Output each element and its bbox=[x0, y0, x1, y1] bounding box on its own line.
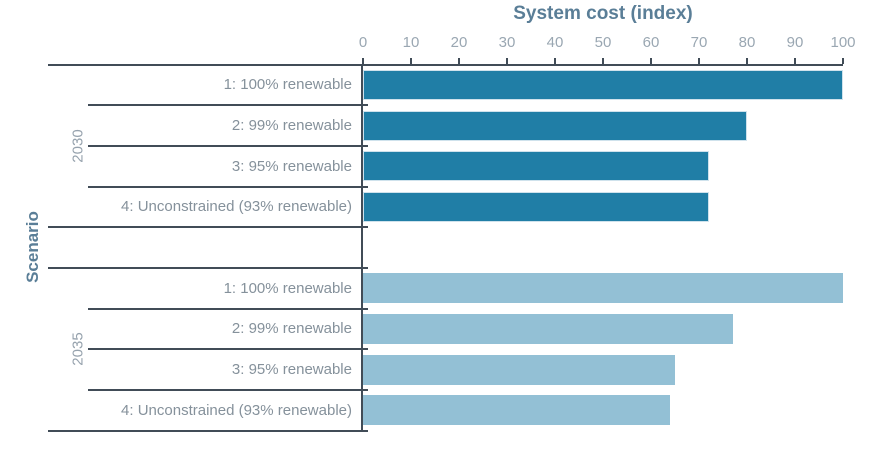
group-divider bbox=[48, 226, 368, 229]
scenario-label: 4: Unconstrained (93% renewable) bbox=[121, 198, 352, 216]
group-divider bbox=[48, 266, 368, 269]
x-tick-label: 100 bbox=[830, 34, 856, 51]
bar-2030-4 bbox=[363, 191, 709, 222]
row-divider bbox=[88, 185, 368, 188]
y-axis-line bbox=[361, 64, 363, 431]
bar-2030-3 bbox=[363, 151, 709, 182]
row-divider bbox=[88, 307, 368, 310]
scenario-label: 1: 100% renewable bbox=[223, 279, 352, 297]
x-tick-mark bbox=[410, 58, 412, 64]
x-tick-label: 30 bbox=[498, 34, 516, 51]
x-tick-mark bbox=[650, 58, 652, 64]
row-divider bbox=[88, 388, 368, 391]
bar-2035-4 bbox=[363, 395, 671, 426]
group-label-2030: 2030 bbox=[69, 129, 87, 163]
bar-2030-2 bbox=[363, 110, 747, 141]
x-tick-mark bbox=[794, 58, 796, 64]
x-tick-label: 80 bbox=[738, 34, 756, 51]
row-divider bbox=[88, 348, 368, 351]
scenario-label: 1: 100% renewable bbox=[223, 76, 352, 94]
scenario-label: 4: Unconstrained (93% renewable) bbox=[121, 401, 352, 419]
x-tick-mark bbox=[746, 58, 748, 64]
scenario-label: 2: 99% renewable bbox=[231, 116, 352, 134]
bar-2035-2 bbox=[363, 313, 733, 344]
x-tick-label: 50 bbox=[594, 34, 612, 51]
chart-title: System cost (index) bbox=[513, 3, 693, 24]
y-axis-title: Scenario bbox=[23, 211, 42, 283]
bar-2030-1 bbox=[363, 69, 843, 100]
x-tick-mark bbox=[506, 58, 508, 64]
bar-2035-1 bbox=[363, 273, 843, 304]
row-divider bbox=[88, 104, 368, 107]
x-tick-label: 10 bbox=[402, 34, 420, 51]
row-divider bbox=[88, 144, 368, 147]
x-tick-label: 20 bbox=[450, 34, 468, 51]
x-tick-label: 70 bbox=[690, 34, 708, 51]
scenario-label: 3: 95% renewable bbox=[231, 360, 352, 378]
x-tick-label: 60 bbox=[642, 34, 660, 51]
x-tick-mark bbox=[554, 58, 556, 64]
group-divider bbox=[48, 429, 368, 432]
x-tick-mark bbox=[698, 58, 700, 64]
x-tick-label: 40 bbox=[546, 34, 564, 51]
group-label-2035: 2035 bbox=[69, 332, 87, 366]
x-axis-line bbox=[48, 64, 843, 66]
scenario-label: 2: 99% renewable bbox=[231, 320, 352, 338]
x-tick-label: 0 bbox=[358, 34, 368, 51]
x-tick-mark bbox=[602, 58, 604, 64]
x-tick-label: 90 bbox=[786, 34, 804, 51]
bar-2035-3 bbox=[363, 354, 675, 385]
x-tick-mark bbox=[842, 58, 844, 64]
x-tick-mark bbox=[458, 58, 460, 64]
scenario-label: 3: 95% renewable bbox=[231, 157, 352, 175]
x-tick-mark bbox=[362, 58, 364, 64]
